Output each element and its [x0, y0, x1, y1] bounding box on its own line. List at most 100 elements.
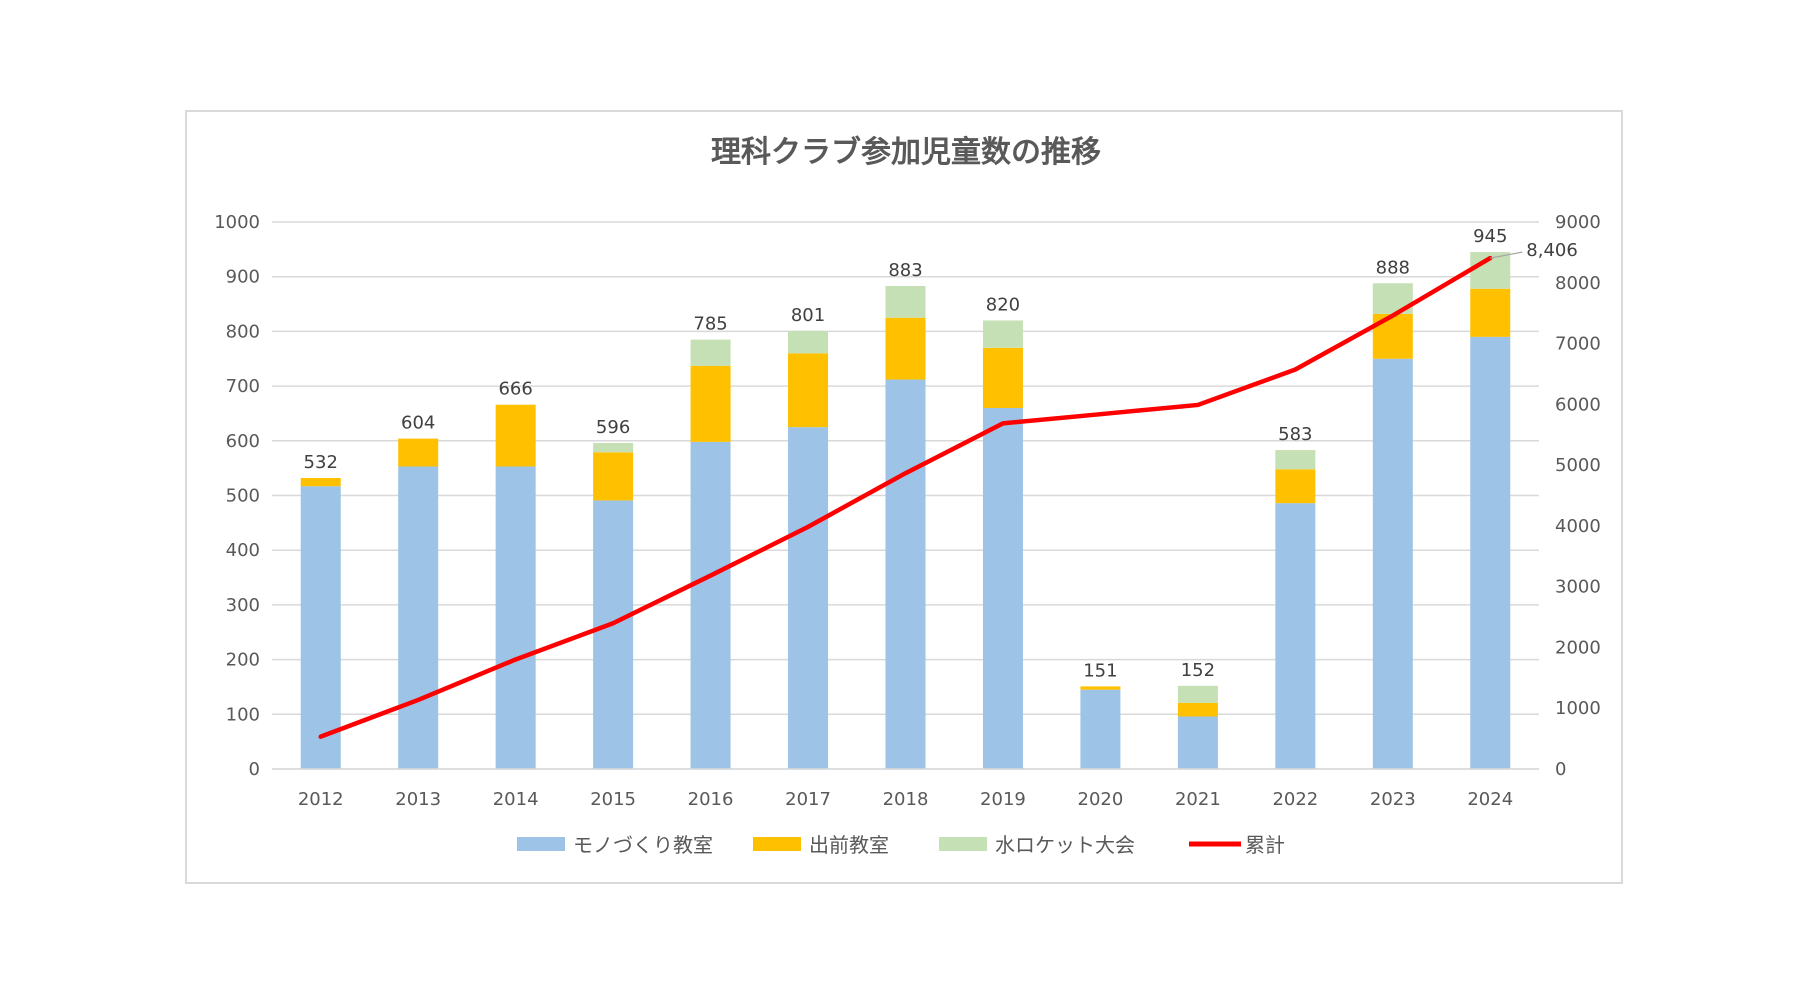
bar-segment	[885, 317, 926, 380]
bar-segment	[593, 500, 634, 769]
line-label-leader	[1490, 251, 1523, 259]
y-tick-label: 600	[226, 431, 260, 452]
y-tick-label: 400	[226, 540, 260, 561]
total-data-label: 820	[986, 294, 1020, 315]
total-data-label: 888	[1376, 257, 1410, 278]
total-labels: 532 604 666 596 785 801 883 820 151 152 583 888 945	[304, 226, 1508, 681]
y2-tick-label: 4000	[1555, 516, 1601, 537]
bar-segment	[1275, 469, 1316, 504]
legend-label: 水ロケット大会	[995, 833, 1135, 857]
total-data-label: 785	[693, 314, 727, 335]
y-axis-left: 0 100 200 300 400 500 600 700 800 900 1000	[214, 212, 260, 780]
bar-segment	[982, 320, 1023, 348]
legend-swatch	[517, 837, 565, 851]
bar-segment	[1177, 716, 1218, 769]
y2-tick-label: 3000	[1555, 577, 1601, 598]
bar-segment	[1470, 288, 1511, 337]
bar-segment	[1177, 685, 1218, 703]
bar-segment	[300, 477, 341, 487]
cumulative-line-path	[318, 255, 1493, 739]
x-tick-label: 2019	[980, 789, 1026, 810]
y2-tick-label: 6000	[1555, 394, 1601, 415]
bar-segment	[885, 285, 926, 318]
y-tick-label: 100	[226, 704, 260, 725]
total-data-label: 945	[1473, 226, 1507, 247]
y2-tick-label: 7000	[1555, 334, 1601, 355]
y-tick-label: 700	[226, 376, 260, 397]
y-tick-label: 800	[226, 321, 260, 342]
bar-segment	[1275, 450, 1316, 470]
y-tick-label: 1000	[214, 212, 260, 233]
y2-tick-label: 5000	[1555, 455, 1601, 476]
bar-segment	[593, 442, 634, 453]
y2-tick-label: 9000	[1555, 212, 1601, 233]
y-tick-label: 300	[226, 595, 260, 616]
cumulative-last-label: 8,406	[1526, 240, 1578, 261]
y2-tick-label: 2000	[1555, 637, 1601, 658]
total-data-label: 596	[596, 417, 630, 438]
bar-segment	[398, 466, 439, 769]
legend: モノづくり教室 出前教室 水ロケット大会 累計	[517, 833, 1285, 857]
y-axis-right: 0 1000 2000 3000 4000 5000 6000 7000 8000 9000	[1555, 212, 1601, 780]
bar-segment	[690, 339, 731, 366]
cumulative-line: 8,406	[318, 240, 1578, 739]
x-axis: 2012 2013 2014 2015 2016 2017 2018 2019 2020 2021…	[272, 768, 1539, 810]
bar-segment	[1275, 503, 1316, 769]
y2-tick-label: 8000	[1555, 273, 1601, 294]
total-data-label: 583	[1278, 424, 1312, 445]
x-tick-label: 2014	[493, 789, 539, 810]
total-data-label: 666	[498, 379, 532, 400]
bar-segment	[982, 347, 1023, 408]
y-tick-label: 200	[226, 650, 260, 671]
bar-segment	[1080, 686, 1121, 690]
x-tick-label: 2017	[785, 789, 831, 810]
chart-frame: 理科クラブ参加児童数の推移 0 100 200 300 400 500 600 700 800 9…	[185, 110, 1623, 884]
chart-title: 理科クラブ参加児童数の推移	[711, 135, 1101, 170]
bar-segment	[690, 365, 731, 442]
chart-svg: 理科クラブ参加児童数の推移 0 100 200 300 400 500 600 700 800 9…	[214, 135, 1601, 857]
total-data-label: 151	[1083, 660, 1117, 681]
legend-label: モノづくり教室	[573, 833, 713, 857]
y2-tick-label: 1000	[1555, 698, 1601, 719]
bar-segment	[1080, 689, 1121, 769]
x-tick-label: 2020	[1078, 789, 1124, 810]
legend-swatch	[753, 837, 801, 851]
bar-segment	[300, 486, 341, 769]
bar-segment	[982, 407, 1023, 769]
x-tick-label: 2021	[1175, 789, 1221, 810]
total-data-label: 604	[401, 413, 435, 434]
x-tick-label: 2024	[1467, 789, 1513, 810]
bar-segment	[788, 353, 829, 428]
total-data-label: 883	[888, 260, 922, 281]
total-data-label: 152	[1181, 660, 1215, 681]
legend-label: 出前教室	[809, 833, 889, 857]
bar-segment	[788, 427, 829, 769]
bar-segment	[495, 404, 536, 467]
x-tick-label: 2016	[688, 789, 734, 810]
y-tick-label: 900	[226, 267, 260, 288]
bar-segment	[885, 379, 926, 769]
x-tick-label: 2022	[1272, 789, 1318, 810]
y2-tick-label: 0	[1555, 759, 1566, 780]
x-tick-label: 2012	[298, 789, 344, 810]
y-tick-label: 500	[226, 486, 260, 507]
bar-segment	[690, 441, 731, 769]
bar-segment	[495, 466, 536, 769]
bar-segment	[788, 330, 829, 354]
bar-segment	[1470, 336, 1511, 769]
y-tick-label: 0	[249, 759, 260, 780]
x-tick-label: 2015	[590, 789, 636, 810]
legend-label: 累計	[1245, 833, 1285, 857]
total-data-label: 801	[791, 305, 825, 326]
legend-swatch	[939, 837, 987, 851]
x-tick-label: 2018	[883, 789, 929, 810]
bar-segment	[398, 438, 439, 467]
bar-segment	[1372, 313, 1413, 359]
bars	[300, 252, 1511, 769]
bar-segment	[1372, 358, 1413, 769]
x-tick-label: 2013	[395, 789, 441, 810]
bar-segment	[593, 452, 634, 501]
bar-segment	[1177, 702, 1218, 717]
total-data-label: 532	[304, 452, 338, 473]
x-tick-label: 2023	[1370, 789, 1416, 810]
